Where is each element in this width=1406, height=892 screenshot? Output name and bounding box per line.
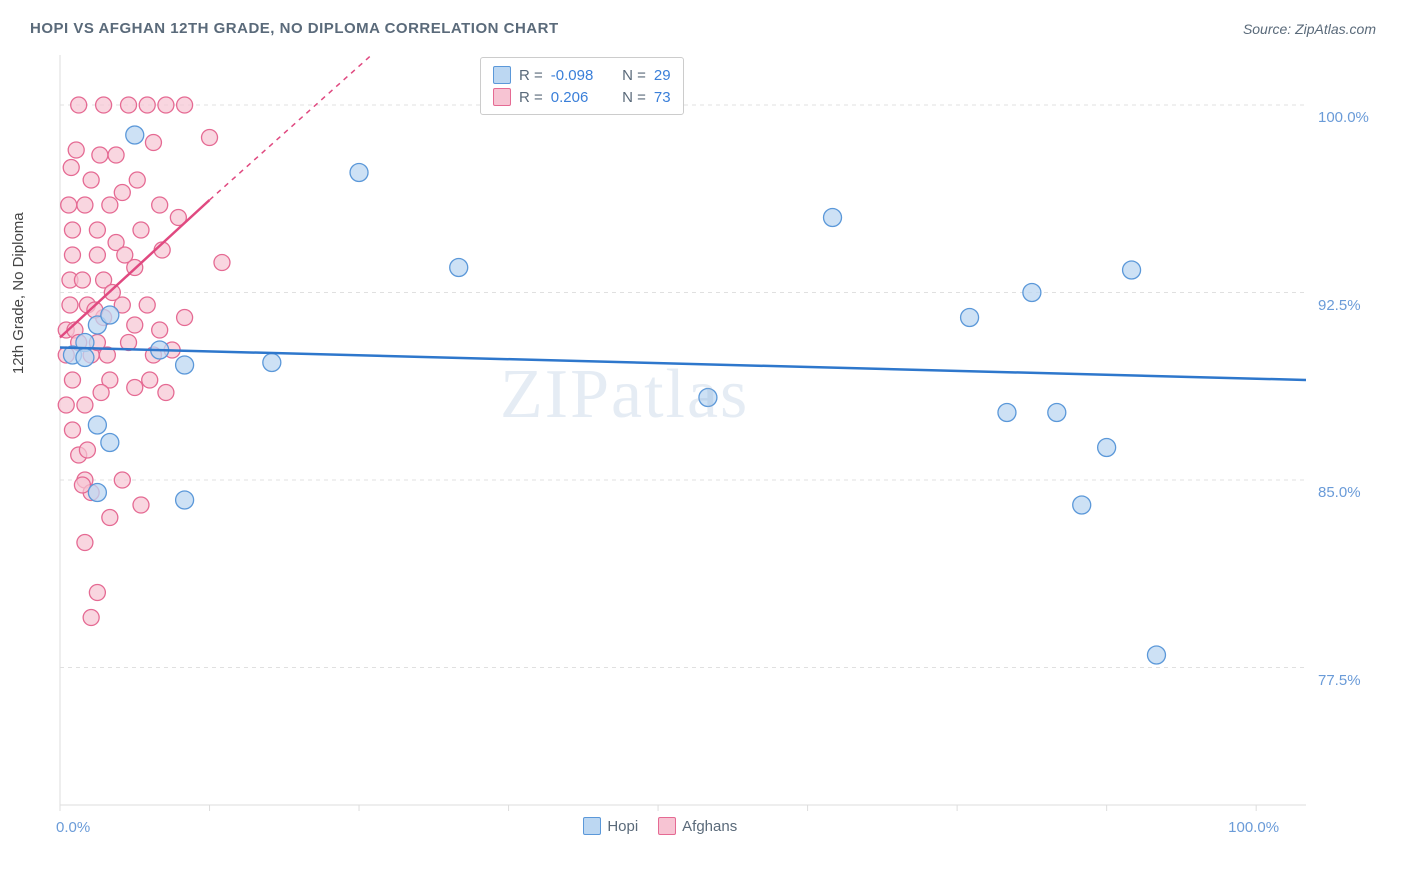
legend-item: Afghans	[658, 817, 737, 835]
legend-n-label: N =	[614, 89, 646, 106]
chart-container: 12th Grade, No Diploma ZIPatlas 77.5%85.…	[20, 45, 1386, 865]
legend-n-value: 73	[654, 89, 671, 106]
legend-r-value: 0.206	[551, 89, 606, 106]
chart-title: HOPI VS AFGHAN 12TH GRADE, NO DIPLOMA CO…	[30, 20, 559, 37]
scatter-plot	[20, 45, 1386, 865]
x-tick-label: 0.0%	[56, 819, 90, 836]
y-tick-label: 77.5%	[1318, 672, 1361, 689]
x-tick-label: 100.0%	[1228, 819, 1279, 836]
legend-swatch	[493, 66, 511, 84]
legend-series-name: Afghans	[682, 818, 737, 835]
y-tick-label: 100.0%	[1318, 109, 1369, 126]
legend-row: R = -0.098 N = 29	[493, 64, 671, 86]
y-axis-label: 12th Grade, No Diploma	[10, 212, 27, 374]
legend-r-label: R =	[519, 89, 543, 106]
legend-n-value: 29	[654, 67, 671, 84]
series-legend: Hopi Afghans	[583, 817, 737, 835]
legend-item: Hopi	[583, 817, 638, 835]
legend-n-label: N =	[614, 67, 646, 84]
correlation-legend: R = -0.098 N = 29R = 0.206 N = 73	[480, 57, 684, 115]
legend-row: R = 0.206 N = 73	[493, 86, 671, 108]
legend-swatch	[583, 817, 601, 835]
legend-series-name: Hopi	[607, 818, 638, 835]
legend-swatch	[493, 88, 511, 106]
legend-swatch	[658, 817, 676, 835]
source-label: Source: ZipAtlas.com	[1243, 21, 1376, 37]
legend-r-value: -0.098	[551, 67, 606, 84]
legend-r-label: R =	[519, 67, 543, 84]
y-tick-label: 92.5%	[1318, 297, 1361, 314]
y-tick-label: 85.0%	[1318, 484, 1361, 501]
